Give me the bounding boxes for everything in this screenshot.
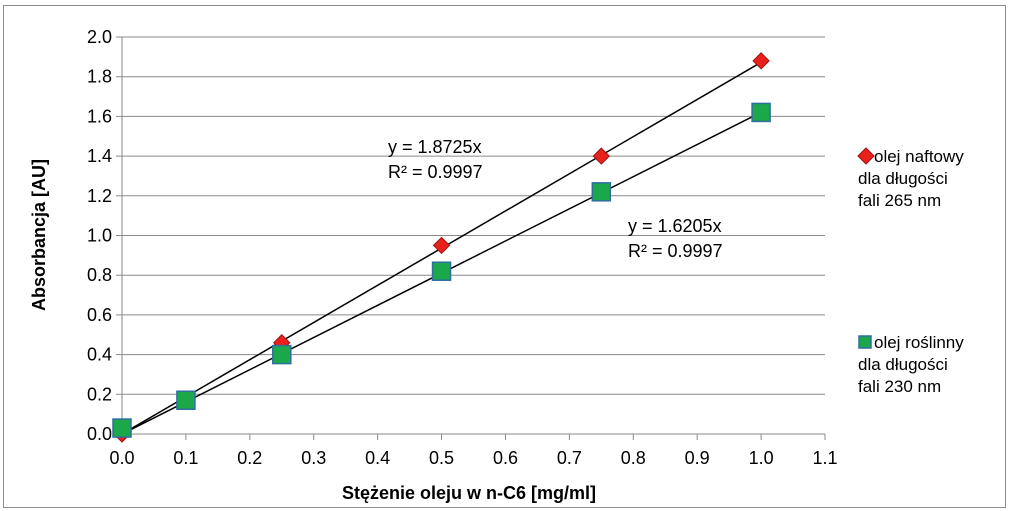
legend-symbol-1 — [857, 147, 875, 165]
r2-1: R² = 0.9997 — [388, 162, 483, 182]
legend: olej naftowy dla długości fali 265 nm ol… — [857, 147, 964, 396]
y-tick-label-10: 2.0 — [87, 27, 112, 47]
y-tick-label-0: 0.0 — [87, 424, 112, 444]
y-tick-label-9: 1.8 — [87, 67, 112, 87]
data-point-2-5 — [591, 182, 612, 202]
x-tick-label-10: 1.0 — [749, 448, 774, 468]
x-tick-label-8: 0.8 — [621, 448, 646, 468]
x-tick-label-3: 0.3 — [301, 448, 326, 468]
marker-layer — [112, 52, 771, 443]
y-tick-label-7: 1.4 — [87, 146, 112, 166]
data-point-1-4 — [592, 147, 611, 165]
legend-label-1-line-1: olej naftowy — [874, 147, 964, 166]
y-tick-label-1: 0.2 — [87, 384, 112, 404]
data-point-2-2 — [176, 390, 196, 411]
y-tick-label-2: 0.4 — [87, 345, 112, 365]
data-point-1-3 — [432, 236, 451, 255]
x-tick-label-1: 0.1 — [173, 448, 198, 468]
y-tick-label-3: 0.6 — [87, 305, 112, 325]
data-point-2-3 — [272, 344, 292, 365]
data-point-2-4 — [431, 261, 452, 281]
y-tick-label-5: 1.0 — [87, 226, 112, 246]
legend-label-2-line-1: olej roślinny — [874, 333, 964, 352]
x-tick-label-5: 0.5 — [429, 448, 454, 468]
data-point-1-5 — [752, 52, 770, 70]
x-tick-label-11: 1.1 — [812, 448, 837, 468]
axis-layer: 0.0 0.2 0.4 0.6 0.8 1.0 1.2 1.4 1.6 1.8 2.0 0.0 0.1 0… — [87, 27, 838, 468]
y-tick-label-4: 0.8 — [87, 265, 112, 285]
equation-2: y = 1.6205x — [628, 216, 722, 236]
y-tick-label-6: 1.2 — [87, 186, 112, 206]
legend-entry-2: olej roślinny dla długości fali 230 nm — [858, 333, 964, 396]
x-tick-label-4: 0.4 — [365, 448, 390, 468]
r2-2: R² = 0.9997 — [628, 241, 723, 261]
data-point-2-1 — [112, 418, 132, 438]
legend-entry-1: olej naftowy dla długości fali 265 nm — [858, 147, 964, 210]
legend-label-1-line-3: fali 265 nm — [858, 191, 941, 210]
legend-symbol-2 — [858, 335, 872, 349]
x-axis-title: Stężenie oleju w n-C6 [mg/ml] — [342, 483, 596, 503]
x-tick-label-6: 0.6 — [493, 448, 518, 468]
legend-label-2-line-3: fali 230 nm — [858, 377, 941, 396]
equation-1: y = 1.8725x — [388, 137, 482, 157]
x-tick-label-7: 0.7 — [557, 448, 582, 468]
y-tick-label-8: 1.6 — [87, 106, 112, 126]
annotation-layer: y = 1.8725x R² = 0.9997 y = 1.6205x R² =… — [388, 137, 723, 261]
x-tick-label-0: 0.0 — [109, 448, 134, 468]
data-point-2-6 — [751, 102, 771, 123]
x-tick-label-2: 0.2 — [237, 448, 262, 468]
legend-label-2-line-2: dla długości — [858, 355, 948, 374]
x-tick-label-9: 0.9 — [685, 448, 710, 468]
legend-label-1-line-2: dla długości — [858, 169, 948, 188]
chart-frame — [3, 5, 1006, 508]
y-axis-title: Absorbancja [AU] — [29, 159, 49, 311]
